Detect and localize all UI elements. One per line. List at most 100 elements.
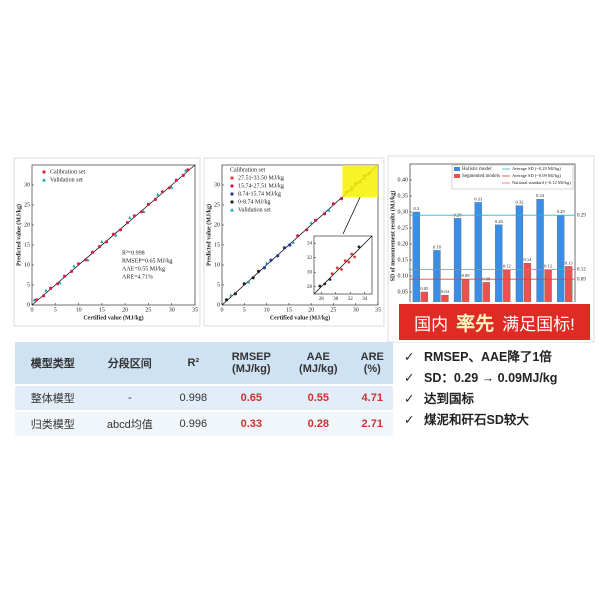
bullet: ✓ SD：0.29 → 0.09MJ/kg bbox=[404, 367, 557, 388]
y-tick-label: 25 bbox=[214, 202, 220, 208]
y-tick-label: 0.20 bbox=[398, 241, 409, 247]
table-cell: 0.996 bbox=[169, 411, 218, 438]
bar bbox=[474, 202, 482, 309]
y-tick-label: 25 bbox=[24, 202, 30, 208]
point bbox=[309, 221, 313, 225]
y-tick-label: 20 bbox=[24, 222, 30, 228]
y-tick-label: 10 bbox=[24, 262, 30, 268]
point bbox=[76, 262, 81, 266]
y-tick-label: 34 bbox=[307, 241, 313, 246]
point bbox=[83, 258, 88, 262]
annotation: ARE=4.71% bbox=[122, 274, 153, 280]
y-tick-label: 0.25 bbox=[398, 225, 409, 231]
table-row: 归类模型 abcd均值 0.996 0.33 0.28 2.71 bbox=[15, 411, 393, 438]
reference-label: 0.29 bbox=[577, 213, 586, 218]
point bbox=[156, 192, 160, 196]
bar bbox=[412, 211, 420, 309]
point bbox=[350, 252, 354, 256]
x-tick-label: 20 bbox=[122, 307, 128, 313]
y-tick-label: 15 bbox=[24, 242, 30, 248]
bar bbox=[495, 224, 503, 309]
y-tick-label: 10 bbox=[214, 262, 220, 268]
banner-text: 满足国标! bbox=[502, 314, 575, 334]
value-label: 0.14 bbox=[524, 257, 533, 262]
y-tick-label: 5 bbox=[27, 282, 30, 288]
x-axis-label: Certified value (MJ/kg) bbox=[270, 314, 330, 321]
bar bbox=[557, 215, 565, 309]
point bbox=[247, 280, 251, 284]
banner-highlight: 率先 bbox=[456, 313, 495, 335]
point bbox=[256, 269, 261, 273]
reference-label: 0.12 bbox=[577, 268, 586, 273]
table-cell: 4.71 bbox=[351, 385, 393, 412]
point bbox=[331, 202, 336, 206]
check-icon: ✓ bbox=[404, 350, 415, 364]
point bbox=[328, 278, 332, 281]
table-cell: 0.33 bbox=[217, 411, 286, 438]
point bbox=[170, 185, 174, 189]
value-label: 0.32 bbox=[516, 200, 524, 205]
point bbox=[146, 202, 151, 206]
bullet: ✓ 达到国标 bbox=[404, 388, 557, 409]
y-tick-label: 30 bbox=[307, 270, 313, 275]
legend-swatch bbox=[454, 167, 460, 171]
bullet-text: 达到国标 bbox=[424, 392, 475, 406]
point bbox=[314, 218, 318, 222]
value-label: 0.34 bbox=[536, 193, 545, 198]
y-tick-label: 0.15 bbox=[398, 257, 409, 263]
y-tick-label: 30 bbox=[24, 182, 30, 188]
point bbox=[357, 245, 361, 249]
point bbox=[167, 186, 171, 190]
value-label: 0.26 bbox=[495, 219, 504, 224]
point bbox=[104, 240, 109, 244]
x-axis-label: Certified value (MJ/kg) bbox=[83, 314, 143, 321]
bullet-list: ✓ RMSEP、AAE降了1倍 ✓ SD：0.29 → 0.09MJ/kg ✓ 达到国标 ✓… bbox=[404, 346, 557, 430]
point bbox=[125, 221, 130, 225]
reference-label: 0.09 bbox=[577, 277, 586, 282]
legend-label: Calibration set bbox=[50, 169, 85, 175]
bullet-text: RMSEP、AAE降了1倍 bbox=[424, 350, 552, 364]
table-header-cell: AAE (MJ/kg) bbox=[285, 342, 352, 386]
point bbox=[111, 232, 116, 236]
y-tick-label: 5 bbox=[217, 282, 220, 288]
value-label: 0.05 bbox=[420, 286, 429, 291]
point bbox=[100, 239, 104, 243]
point bbox=[353, 255, 356, 259]
bar bbox=[515, 205, 524, 309]
table-cell: 2.71 bbox=[351, 411, 393, 438]
legend-label: 15.74-27.51 MJ/kg bbox=[238, 183, 284, 189]
y-tick-label: 30 bbox=[214, 182, 220, 188]
legend-label: Average SD (~0.29 MJ/kg) bbox=[512, 166, 561, 171]
point bbox=[186, 168, 190, 172]
point bbox=[181, 173, 185, 177]
value-label: 0.13 bbox=[565, 260, 574, 265]
point bbox=[97, 245, 102, 249]
annotation: RMSEP=0.65 MJ/kg bbox=[122, 258, 172, 264]
point bbox=[288, 243, 292, 247]
table-cell: abcd均值 bbox=[90, 411, 170, 438]
value-label: 0.09 bbox=[462, 273, 471, 278]
point bbox=[224, 298, 229, 302]
legend-marker bbox=[42, 178, 46, 182]
legend-label: Validation set bbox=[238, 207, 271, 213]
legend-marker bbox=[42, 170, 46, 174]
y-tick-label: 32 bbox=[307, 256, 313, 261]
legend-label: Average SD (~0.09 MJ/kg) bbox=[512, 173, 561, 178]
x-tick-label: 35 bbox=[375, 307, 381, 313]
x-tick-label: 34 bbox=[362, 297, 368, 302]
banner: 国内 率先 满足国标! bbox=[397, 302, 592, 342]
table-cell: 0.65 bbox=[217, 385, 286, 412]
x-tick-label: 32 bbox=[348, 297, 354, 302]
legend-marker bbox=[230, 184, 234, 188]
bar bbox=[453, 218, 462, 309]
legend-label: Segmented models bbox=[462, 174, 500, 179]
y-tick-label: 15 bbox=[214, 242, 220, 248]
x-tick-label: 0 bbox=[31, 307, 34, 313]
x-tick-label: 25 bbox=[330, 307, 336, 313]
y-tick-label: 0.40 bbox=[398, 177, 409, 183]
x-tick-label: 30 bbox=[353, 307, 359, 313]
y-axis-label: Predicted value (MJ/kg) bbox=[15, 204, 22, 266]
point bbox=[251, 276, 255, 280]
point bbox=[153, 197, 158, 201]
